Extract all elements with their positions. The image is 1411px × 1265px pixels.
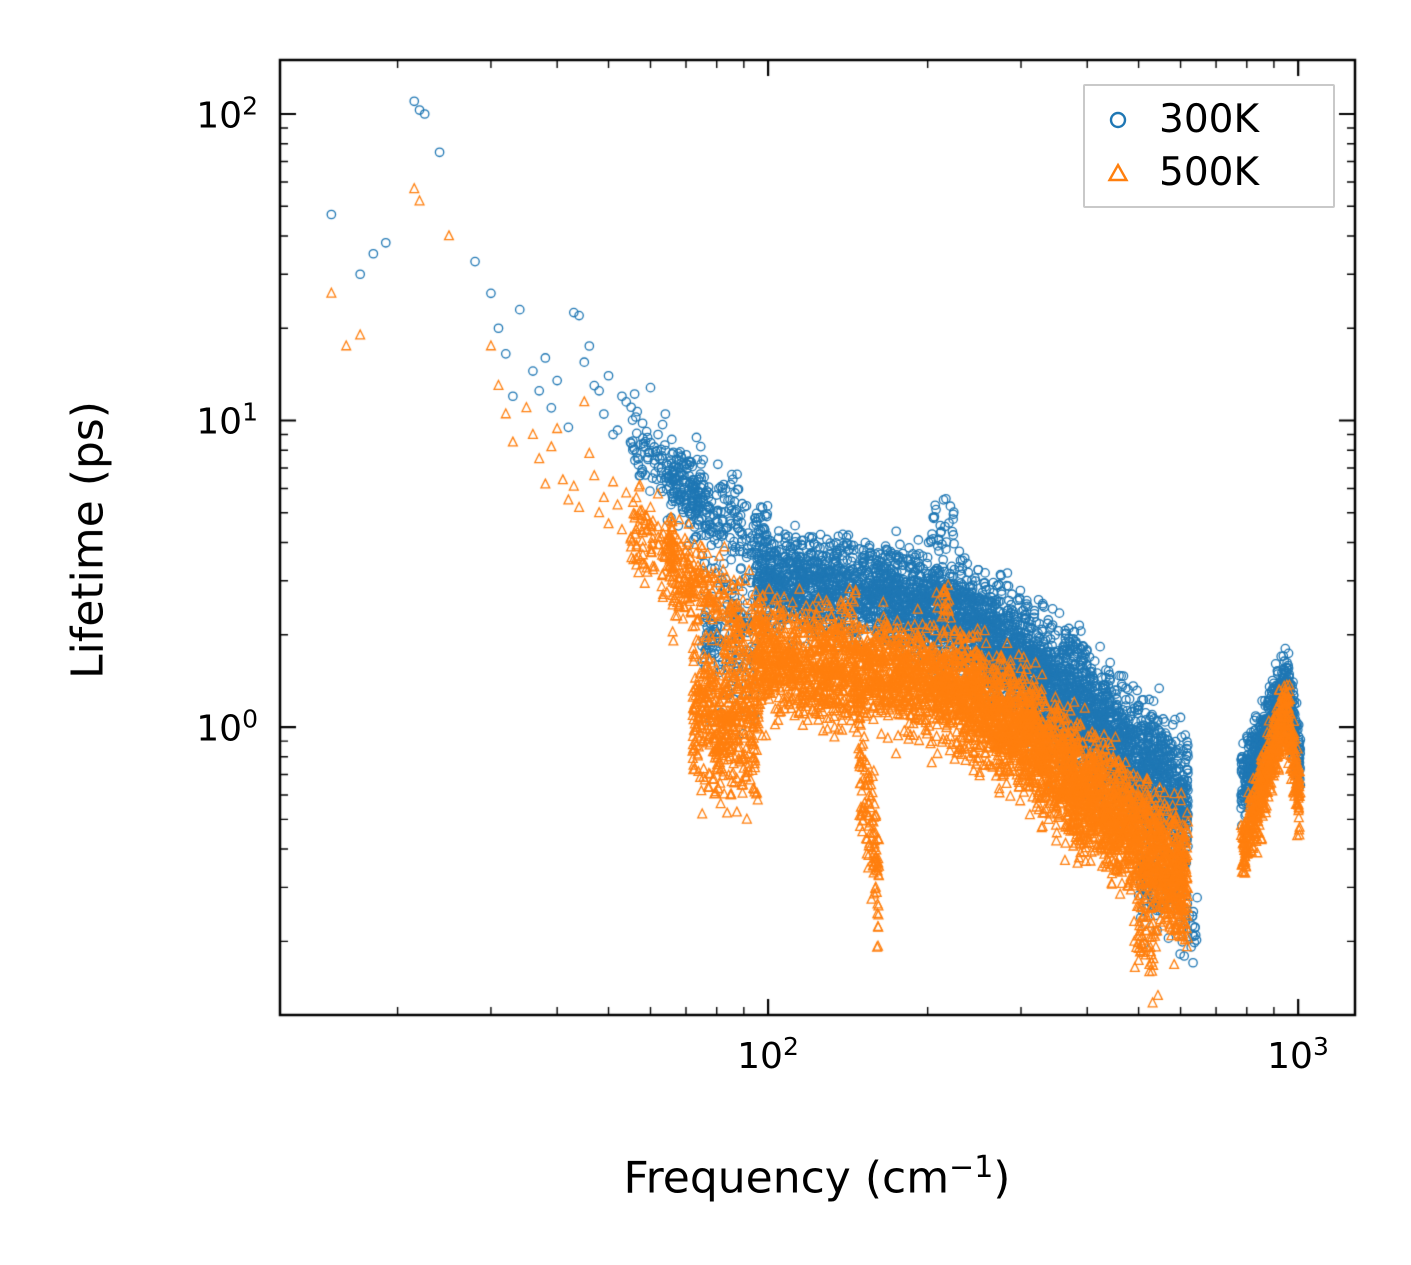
- triangle-marker-icon: [1095, 156, 1141, 190]
- x-tick-label-1000: 103: [1267, 1032, 1329, 1077]
- legend-item-300k: 300K: [1095, 100, 1323, 139]
- y-tick-label-100: 102: [196, 91, 258, 137]
- legend-label-500k: 500K: [1159, 150, 1260, 195]
- y-axis-label: Lifetime (ps): [62, 401, 114, 679]
- y-tick-label-1: 100: [196, 704, 258, 750]
- circle-marker-icon: [1095, 103, 1141, 137]
- x-tick-label-100: 102: [737, 1032, 799, 1077]
- legend: 300K 500K: [1083, 84, 1335, 208]
- legend-label-300k: 300K: [1159, 97, 1260, 142]
- legend-item-500k: 500K: [1095, 153, 1323, 192]
- x-axis-label: Frequency (cm−1): [623, 1150, 1011, 1204]
- y-tick-label-10: 101: [196, 397, 258, 443]
